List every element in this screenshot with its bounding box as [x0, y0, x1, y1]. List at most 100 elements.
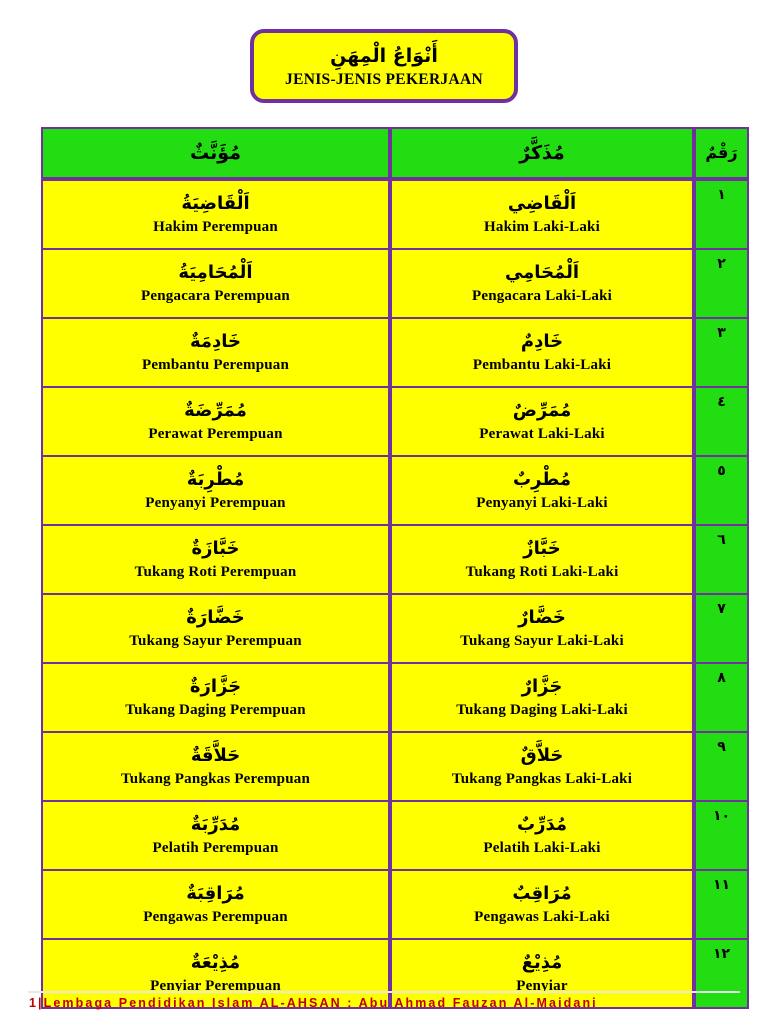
row-number-value: ٥ — [717, 463, 726, 479]
masculine-arabic-term: اَلْمُحَامِي — [504, 261, 580, 283]
row-number-value: ٧ — [717, 601, 726, 617]
row-number-value: ٨ — [717, 670, 726, 686]
masculine-indonesian-term: Penyiar — [516, 978, 568, 995]
feminine-indonesian-term: Penyiar Perempuan — [150, 978, 281, 995]
table-row: خَادِمَةٌ Pembantu Perempuan خَادِمٌ Pemban… — [41, 319, 749, 388]
feminine-arabic-term: مُمَرِّضَةٌ — [184, 399, 247, 421]
table-header-row: مُؤَنَّثٌ مُذَكَّرٌ رَقْمٌ — [41, 127, 749, 179]
row-number-wrap: ٨ — [696, 664, 747, 731]
cell-feminine: خَادِمَةٌ Pembantu Perempuan — [41, 319, 390, 388]
row-number-value: ١١ — [712, 877, 731, 893]
feminine-indonesian-term: Tukang Roti Perempuan — [134, 564, 297, 581]
cell-row-number: ٣ — [694, 319, 749, 388]
masculine-arabic-term: خَادِمٌ — [520, 330, 564, 352]
masculine-arabic-term: مُطْرِبٌ — [513, 468, 571, 490]
cell-masculine: اَلْمُحَامِي Pengacara Laki-Laki — [390, 250, 694, 319]
masculine-indonesian-term: Perawat Laki-Laki — [479, 426, 605, 443]
feminine-indonesian-term: Pengacara Perempuan — [141, 288, 290, 305]
row-number-wrap: ١١ — [696, 871, 747, 938]
cell-masculine: مُذِيْعٌ Penyiar — [390, 940, 694, 1009]
cell-row-number: ٩ — [694, 733, 749, 802]
cell-masculine: خَبَّازٌ Tukang Roti Laki-Laki — [390, 526, 694, 595]
masculine-indonesian-term: Pengawas Laki-Laki — [474, 909, 610, 926]
row-number-value: ١ — [717, 187, 726, 203]
table-row: حَلاَّقَةٌ Tukang Pangkas Perempuan حَلاَّ… — [41, 733, 749, 802]
feminine-indonesian-term: Pengawas Perempuan — [143, 909, 288, 926]
page-title-latin: JENIS-JENIS PEKERJAAN — [285, 71, 483, 89]
column-header-masculine-label: مُذَكَّرٌ — [519, 141, 565, 164]
feminine-indonesian-term: Tukang Daging Perempuan — [125, 702, 306, 719]
row-number-value: ٣ — [717, 325, 726, 341]
masculine-arabic-term: مُدَرِّبٌ — [517, 813, 567, 835]
masculine-indonesian-term: Tukang Pangkas Laki-Laki — [451, 771, 633, 788]
row-number-value: ٢ — [717, 256, 726, 272]
row-number-wrap: ١ — [696, 181, 747, 248]
feminine-indonesian-term: Pembantu Perempuan — [141, 357, 290, 374]
row-number-value: ١٢ — [712, 946, 731, 962]
masculine-arabic-term: جَزَّارٌ — [521, 675, 563, 697]
cell-masculine: مُطْرِبٌ Penyanyi Laki-Laki — [390, 457, 694, 526]
row-number-wrap: ٦ — [696, 526, 747, 593]
row-number-value: ٩ — [717, 739, 726, 755]
feminine-indonesian-term: Hakim Perempuan — [153, 219, 278, 236]
feminine-arabic-term: جَزَّارَةٌ — [189, 675, 242, 697]
table-header: مُؤَنَّثٌ مُذَكَّرٌ رَقْمٌ — [41, 127, 749, 179]
masculine-indonesian-term: Tukang Sayur Laki-Laki — [460, 633, 624, 650]
cell-masculine: حَلاَّقٌ Tukang Pangkas Laki-Laki — [390, 733, 694, 802]
masculine-arabic-term: خَبَّازٌ — [523, 537, 561, 559]
row-number-wrap: ٩ — [696, 733, 747, 800]
row-number-wrap: ١٠ — [696, 802, 747, 869]
masculine-arabic-term: مُمَرِّضٌ — [512, 399, 572, 421]
masculine-indonesian-term: Penyanyi Laki-Laki — [476, 495, 608, 512]
masculine-indonesian-term: Tukang Roti Laki-Laki — [465, 564, 619, 581]
row-number-wrap: ٣ — [696, 319, 747, 386]
masculine-arabic-term: مُذِيْعٌ — [521, 951, 563, 973]
cell-feminine: حَلاَّقَةٌ Tukang Pangkas Perempuan — [41, 733, 390, 802]
table-row: مُدَرِّبَةٌ Pelatih Perempuan مُدَرِّبٌ Pel… — [41, 802, 749, 871]
cell-masculine: جَزَّارٌ Tukang Daging Laki-Laki — [390, 664, 694, 733]
feminine-indonesian-term: Penyanyi Perempuan — [145, 495, 286, 512]
feminine-arabic-term: مُذِيْعَةٌ — [190, 951, 241, 973]
cell-row-number: ٧ — [694, 595, 749, 664]
feminine-arabic-term: حَلاَّقَةٌ — [190, 744, 241, 766]
cell-feminine: مُمَرِّضَةٌ Perawat Perempuan — [41, 388, 390, 457]
table-row: خَبَّازَةٌ Tukang Roti Perempuan خَبَّازٌ T… — [41, 526, 749, 595]
cell-masculine: خَادِمٌ Pembantu Laki-Laki — [390, 319, 694, 388]
masculine-arabic-term: مُرَاقِبٌ — [512, 882, 572, 904]
cell-feminine: اَلْمُحَامِيَةُ Pengacara Perempuan — [41, 250, 390, 319]
table-row: مُذِيْعَةٌ Penyiar Perempuan مُذِيْعٌ Penyi… — [41, 940, 749, 1009]
feminine-indonesian-term: Tukang Sayur Perempuan — [129, 633, 302, 650]
table-row: مُطْرِبَةٌ Penyanyi Perempuan مُطْرِبٌ Peny… — [41, 457, 749, 526]
feminine-indonesian-term: Tukang Pangkas Perempuan — [120, 771, 311, 788]
feminine-indonesian-term: Perawat Perempuan — [148, 426, 283, 443]
cell-row-number: ١٢ — [694, 940, 749, 1009]
masculine-indonesian-term: Pengacara Laki-Laki — [471, 288, 613, 305]
title-banner-container: أَنْوَاعُ الْمِهَنِ JENIS-JENIS PEKERJAA… — [0, 29, 768, 103]
cell-feminine: خَبَّازَةٌ Tukang Roti Perempuan — [41, 526, 390, 595]
row-number-wrap: ٥ — [696, 457, 747, 524]
masculine-indonesian-term: Tukang Daging Laki-Laki — [456, 702, 628, 719]
masculine-indonesian-term: Hakim Laki-Laki — [484, 219, 600, 236]
feminine-indonesian-term: Pelatih Perempuan — [152, 840, 279, 857]
cell-feminine: مُطْرِبَةٌ Penyanyi Perempuan — [41, 457, 390, 526]
column-header-feminine-label: مُؤَنَّثٌ — [190, 141, 241, 164]
cell-masculine: مُرَاقِبٌ Pengawas Laki-Laki — [390, 871, 694, 940]
page-title-arabic: أَنْوَاعُ الْمِهَنِ — [330, 44, 438, 67]
masculine-indonesian-term: Pembantu Laki-Laki — [472, 357, 612, 374]
cell-row-number: ٢ — [694, 250, 749, 319]
feminine-arabic-term: خَادِمَةٌ — [189, 330, 242, 352]
cell-feminine: مُدَرِّبَةٌ Pelatih Perempuan — [41, 802, 390, 871]
masculine-indonesian-term: Pelatih Laki-Laki — [483, 840, 601, 857]
feminine-arabic-term: اَلْقَاضِيَةُ — [181, 192, 250, 214]
cell-masculine: خَضَّارٌ Tukang Sayur Laki-Laki — [390, 595, 694, 664]
table-row: اَلْمُحَامِيَةُ Pengacara Perempuan اَلْمُ… — [41, 250, 749, 319]
cell-feminine: اَلْقَاضِيَةُ Hakim Perempuan — [41, 179, 390, 250]
feminine-arabic-term: خَبَّازَةٌ — [191, 537, 240, 559]
row-number-wrap: ٢ — [696, 250, 747, 317]
row-number-wrap: ٤ — [696, 388, 747, 455]
cell-row-number: ٨ — [694, 664, 749, 733]
table-row: خَضَّارَةٌ Tukang Sayur Perempuan خَضَّارٌ… — [41, 595, 749, 664]
masculine-arabic-term: حَلاَّقٌ — [520, 744, 564, 766]
feminine-arabic-term: مُرَاقِبَةٌ — [186, 882, 245, 904]
feminine-arabic-term: خَضَّارَةٌ — [186, 606, 245, 628]
